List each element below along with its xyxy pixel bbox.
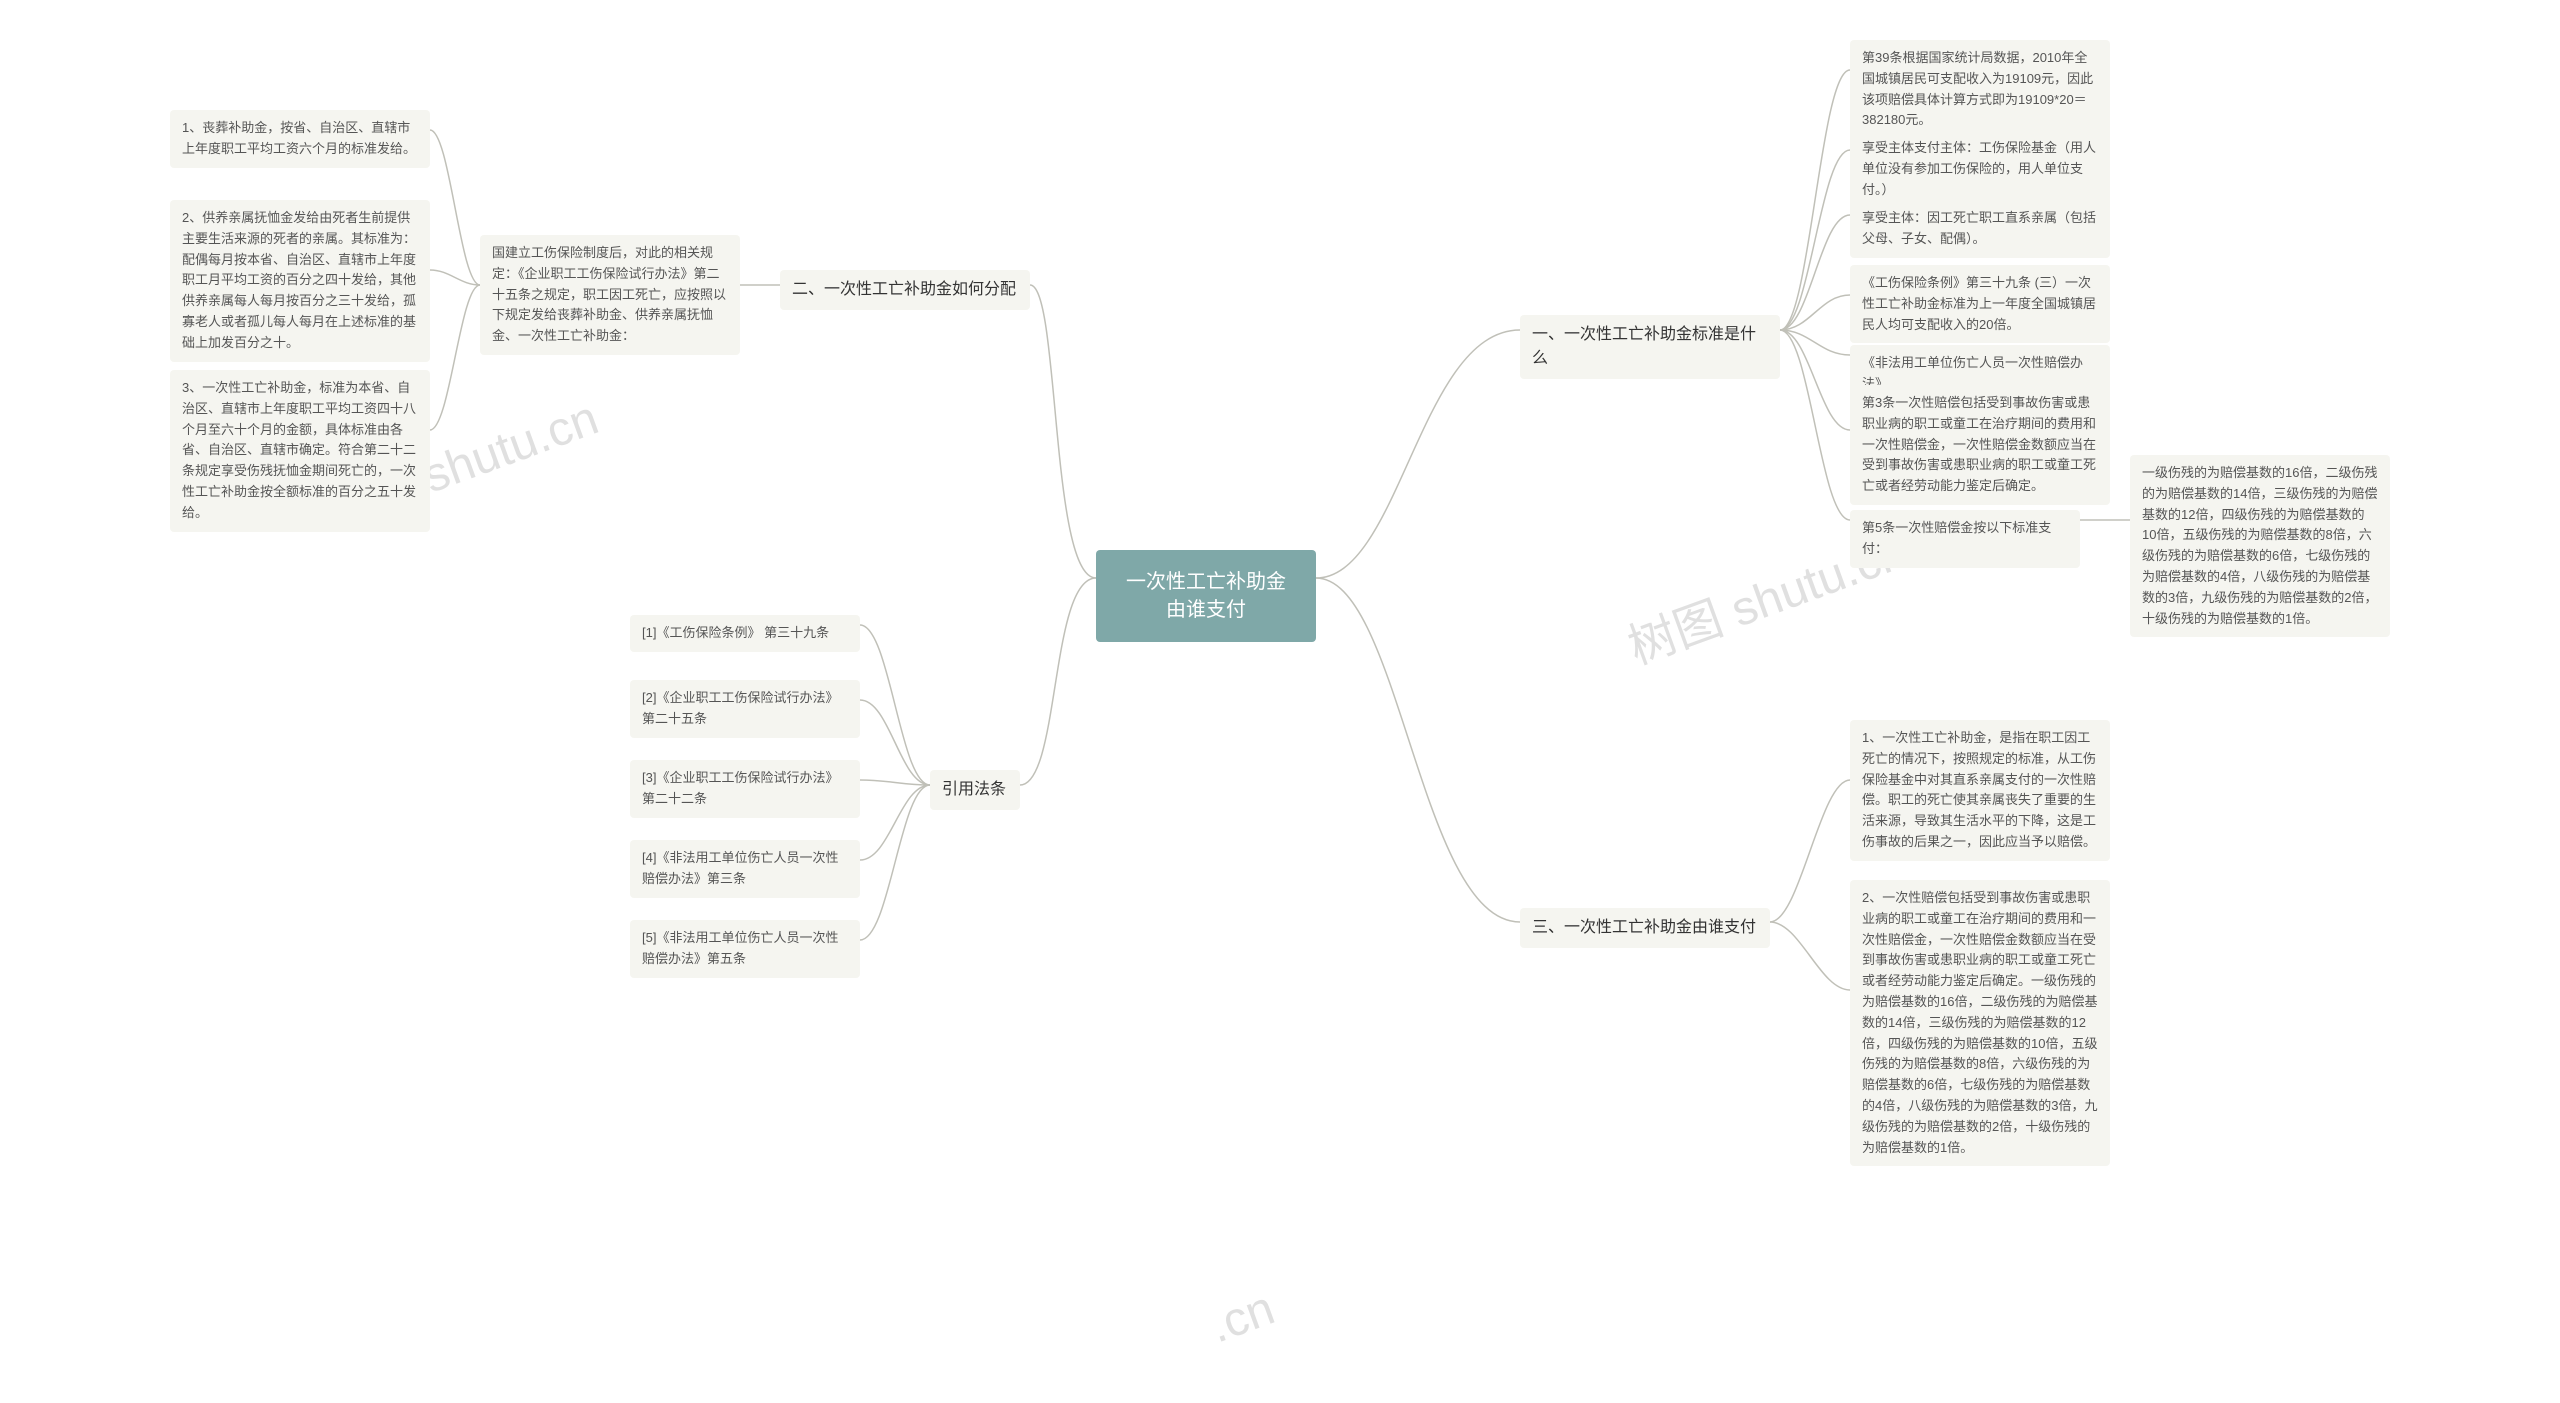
leaf-l2-0: 1、丧葬补助金，按省、自治区、直辖市上年度职工平均工资六个月的标准发给。 [170, 110, 430, 168]
leaf-r3-0: 1、一次性工亡补助金，是指在职工因工死亡的情况下，按照规定的标准，从工伤保险基金… [1850, 720, 2110, 861]
branch-left-2-mid: 国建立工伤保险制度后，对此的相关规定：《企业职工工伤保险试行办法》第二十五条之规… [480, 235, 740, 355]
leaf-r1-6-sub: 一级伤残的为赔偿基数的16倍，二级伤残的为赔偿基数的14倍，三级伤残的为赔偿基数… [2130, 455, 2390, 637]
branch-left-2: 二、一次性工亡补助金如何分配 [780, 270, 1030, 310]
leaf-r1-0: 第39条根据国家统计局数据，2010年全国城镇居民可支配收入为19109元，因此… [1850, 40, 2110, 139]
leaf-cite-3: [4]《非法用工单位伤亡人员一次性赔偿办法》第三条 [630, 840, 860, 898]
leaf-r1-6: 第5条一次性赔偿金按以下标准支付： [1850, 510, 2080, 568]
branch-left-citations: 引用法条 [930, 770, 1020, 810]
leaf-r1-2: 享受主体：因工死亡职工直系亲属（包括父母、子女、配偶）。 [1850, 200, 2110, 258]
leaf-cite-4: [5]《非法用工单位伤亡人员一次性赔偿办法》第五条 [630, 920, 860, 978]
watermark: .cn [1203, 1281, 1282, 1355]
branch-right-1: 一、一次性工亡补助金标准是什么 [1520, 315, 1780, 379]
center-node: 一次性工亡补助金由谁支付 [1096, 550, 1316, 642]
leaf-cite-1: [2]《企业职工工伤保险试行办法》第二十五条 [630, 680, 860, 738]
leaf-cite-0: [1]《工伤保险条例》 第三十九条 [630, 615, 860, 652]
leaf-r1-5: 第3条一次性赔偿包括受到事故伤害或患职业病的职工或童工在治疗期间的费用和一次性赔… [1850, 385, 2110, 505]
leaf-l2-2: 3、一次性工亡补助金，标准为本省、自治区、直辖市上年度职工平均工资四十八个月至六… [170, 370, 430, 532]
leaf-r3-1: 2、一次性赔偿包括受到事故伤害或患职业病的职工或童工在治疗期间的费用和一次性赔偿… [1850, 880, 2110, 1166]
leaf-l2-1: 2、供养亲属抚恤金发给由死者生前提供主要生活来源的死者的亲属。其标准为：配偶每月… [170, 200, 430, 362]
leaf-r1-3: 《工伤保险条例》第三十九条 (三）一次性工亡补助金标准为上一年度全国城镇居民人均… [1850, 265, 2110, 343]
leaf-cite-2: [3]《企业职工工伤保险试行办法》第二十二条 [630, 760, 860, 818]
leaf-r1-1: 享受主体支付主体：工伤保险基金（用人单位没有参加工伤保险的，用人单位支付。） [1850, 130, 2110, 208]
watermark: shutu.cn [416, 391, 605, 505]
branch-right-3: 三、一次性工亡补助金由谁支付 [1520, 908, 1770, 948]
